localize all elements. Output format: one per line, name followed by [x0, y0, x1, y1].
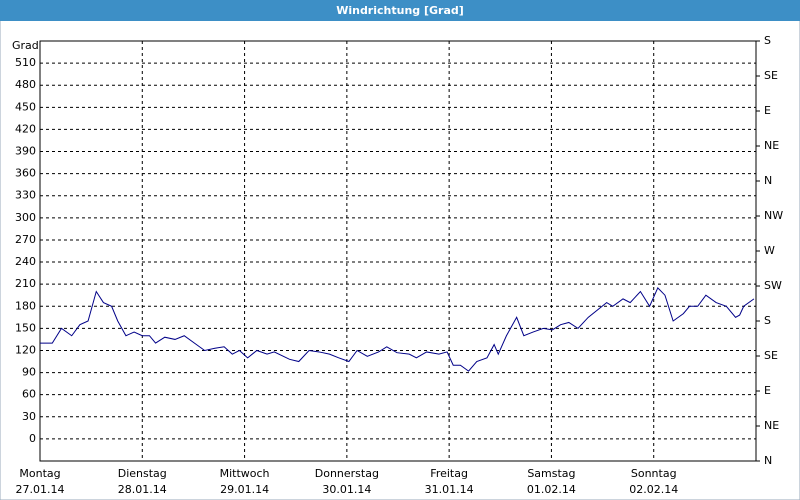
y2-tick-label: SW: [764, 279, 782, 292]
y-axis-label: Grad: [12, 39, 39, 52]
x-tick-label: Sonntag: [631, 467, 677, 480]
title-bar: [0, 0, 800, 21]
x-tick-date: 30.01.14: [322, 483, 371, 496]
x-tick-date: 01.02.14: [527, 483, 576, 496]
y-tick-label: 120: [15, 343, 36, 356]
y-tick-label: 0: [29, 432, 36, 445]
x-tick-date: 29.01.14: [220, 483, 269, 496]
y-tick-label: 240: [15, 255, 36, 268]
y2-tick-label: SE: [764, 349, 778, 362]
x-tick-label: Donnerstag: [315, 467, 379, 480]
chart-title: Windrichtung [Grad]: [336, 4, 464, 17]
y-tick-label: 420: [15, 122, 36, 135]
y-tick-label: 210: [15, 277, 36, 290]
y2-tick-label: SE: [764, 69, 778, 82]
y2-tick-label: S: [764, 314, 771, 327]
data-line: [40, 286, 755, 372]
y-tick-label: 300: [15, 211, 36, 224]
y-tick-label: 270: [15, 233, 36, 246]
y-tick-label: 60: [22, 388, 36, 401]
x-tick-label: Freitag: [430, 467, 468, 480]
x-tick-date: 27.01.14: [16, 483, 65, 496]
y2-tick-label: E: [764, 384, 771, 397]
x-tick-label: Samstag: [527, 467, 575, 480]
y2-tick-label: W: [764, 244, 775, 257]
y-tick-label: 510: [15, 56, 36, 69]
x-tick-label: Montag: [19, 467, 60, 480]
y-tick-label: 390: [15, 145, 36, 158]
y-tick-label: 180: [15, 299, 36, 312]
y-tick-label: 150: [15, 321, 36, 334]
y2-tick-label: NE: [764, 139, 779, 152]
y2-tick-label: NW: [764, 209, 783, 222]
y-tick-label: 450: [15, 100, 36, 113]
x-tick-label: Mittwoch: [220, 467, 270, 480]
y-tick-label: 90: [22, 366, 36, 379]
y-tick-label: 480: [15, 78, 36, 91]
x-tick-date: 31.01.14: [425, 483, 474, 496]
y2-tick-label: E: [764, 104, 771, 117]
y2-tick-label: S: [764, 34, 771, 47]
y-tick-label: 360: [15, 167, 36, 180]
y-tick-label: 30: [22, 410, 36, 423]
x-tick-label: Dienstag: [118, 467, 167, 480]
x-tick-date: 02.02.14: [629, 483, 678, 496]
y2-tick-label: NE: [764, 419, 779, 432]
x-tick-date: 28.01.14: [118, 483, 167, 496]
y2-tick-label: N: [764, 174, 772, 187]
y-tick-label: 330: [15, 189, 36, 202]
y2-tick-label: N: [764, 454, 772, 467]
